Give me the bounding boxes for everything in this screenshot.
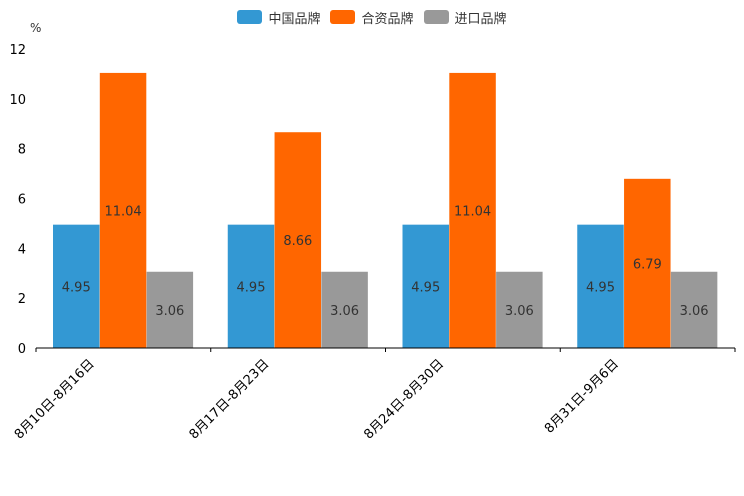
bar[interactable]	[624, 178, 671, 348]
x-tick-label: 8月24日-8月30日	[361, 357, 447, 443]
data-label: 8.66	[283, 234, 312, 249]
bar[interactable]	[53, 224, 100, 348]
x-tick-label: 8月10日-8月16日	[12, 357, 98, 443]
bar[interactable]	[670, 271, 718, 348]
y-tick-label: 8	[18, 143, 26, 158]
bar[interactable]	[146, 271, 194, 348]
bar[interactable]	[99, 72, 147, 349]
y-tick-label: 2	[18, 292, 26, 307]
x-tick-label: 8月17日-8月23日	[187, 357, 273, 443]
data-label: 3.06	[505, 304, 534, 319]
data-label: 4.95	[62, 280, 91, 295]
bar[interactable]	[227, 224, 275, 348]
legend-swatch-imported-brand	[423, 10, 449, 24]
data-label: 4.95	[586, 280, 615, 295]
legend-swatch-joint-venture-brand	[330, 10, 356, 24]
data-label: 4.95	[237, 280, 266, 295]
data-label: 4.95	[411, 280, 440, 295]
x-tick-label: 8月31日-9月6日	[542, 357, 622, 437]
legend: 中国品牌 合资品牌 进口品牌	[0, 7, 744, 27]
legend-label: 进口品牌	[454, 11, 507, 27]
bar[interactable]	[402, 224, 450, 348]
data-label: 11.04	[104, 204, 141, 219]
bar[interactable]	[496, 271, 543, 348]
data-label: 11.04	[454, 204, 491, 219]
bar[interactable]	[274, 132, 322, 348]
data-label: 6.79	[633, 257, 662, 272]
bar[interactable]	[321, 271, 368, 348]
y-tick-label: 10	[9, 93, 26, 108]
y-tick-label: 0	[18, 342, 26, 357]
legend-label: 合资品牌	[361, 11, 414, 27]
data-label: 3.06	[330, 304, 359, 319]
legend-item-imported-brand[interactable]: 进口品牌	[423, 8, 507, 27]
legend-item-joint-venture-brand[interactable]: 合资品牌	[330, 8, 414, 27]
y-axis-unit: %	[30, 21, 42, 35]
data-label: 3.06	[680, 304, 709, 319]
legend-label: 中国品牌	[268, 11, 321, 27]
y-tick-label: 12	[9, 43, 26, 58]
y-tick-label: 6	[18, 193, 26, 208]
bar[interactable]	[449, 72, 496, 349]
legend-swatch-china-brand	[237, 10, 263, 24]
bar[interactable]	[577, 224, 624, 348]
data-label: 3.06	[155, 304, 184, 319]
legend-item-china-brand[interactable]: 中国品牌	[237, 8, 320, 27]
y-tick-label: 4	[18, 242, 26, 257]
